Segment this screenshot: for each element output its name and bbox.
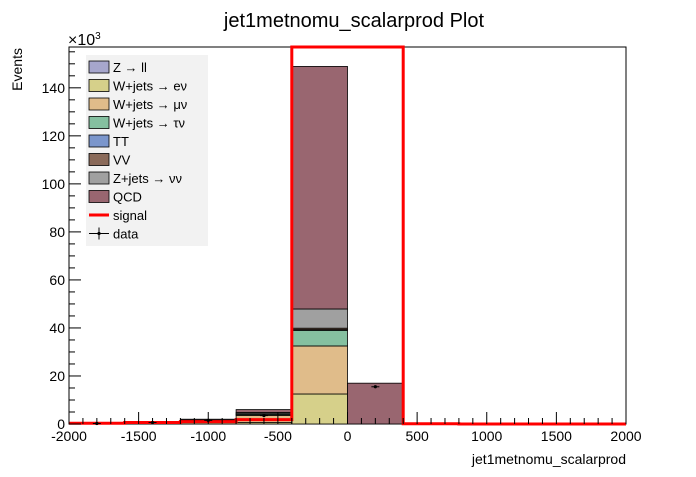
y-tick-label-4: 80: [49, 224, 65, 240]
legend-label-data: data: [113, 227, 139, 242]
x-tick-label-4: 0: [344, 428, 352, 444]
bar-6-4: [291, 308, 348, 329]
data-marker-4: [373, 385, 377, 389]
y-axis-exponent: ×103: [68, 31, 101, 49]
y-tick-label-6: 120: [42, 128, 66, 144]
x-axis-title: jet1metnomu_scalarprod: [471, 451, 626, 467]
legend-label-2: W+jets → μν: [113, 97, 187, 112]
legend-label-5: VV: [113, 153, 131, 168]
y-exponent-power: 3: [95, 31, 101, 42]
x-tick-label-0: -2000: [51, 428, 87, 444]
y-axis-title: Events: [9, 48, 25, 91]
y-exponent-base: ×10: [68, 32, 95, 49]
legend-label-6: Z+jets → νν: [113, 171, 182, 186]
y-tick-label-7: 140: [42, 80, 66, 96]
bar-2-4: [291, 345, 348, 395]
x-tick-label-1: -1500: [121, 428, 157, 444]
bar-7-5: [347, 382, 404, 425]
x-tick-label-2: -1000: [190, 428, 226, 444]
legend-swatch-5: [88, 153, 110, 166]
legend-data-marker: [97, 231, 101, 236]
legend-swatch-7: [88, 190, 110, 203]
legend-swatch-2: [88, 97, 110, 111]
y-tick-label-0: 0: [57, 416, 65, 432]
chart-title: jet1metnomu_scalarprod Plot: [223, 10, 485, 32]
legend-swatch-6: [88, 171, 110, 185]
bar-7-3: [235, 409, 293, 413]
legend-swatch-3: [88, 116, 110, 129]
legend-label-4: TT: [113, 134, 129, 149]
signal-step-line: [69, 45, 626, 426]
legend-label-7: QCD: [113, 190, 142, 205]
bar-3-4: [291, 329, 348, 347]
legend-swatch-4: [88, 134, 110, 148]
signal-line: [69, 45, 626, 426]
y-tick-label-2: 40: [49, 320, 65, 336]
bar-7-4: [291, 66, 348, 310]
legend-label-1: W+jets → eν: [113, 79, 187, 94]
legend-swatch-1: [88, 79, 110, 92]
x-tick-label-7: 1500: [541, 428, 572, 444]
x-tick-label-8: 2000: [610, 428, 641, 444]
legend-label-0: Z → ll: [113, 60, 147, 75]
axes: -2000 -1500 -1000 -500 0 500 1000 1500 2000 0 20 40…: [42, 51, 642, 444]
x-tick-label-6: 1000: [471, 428, 502, 444]
y-tick-label-3: 60: [49, 272, 65, 288]
legend-label-3: W+jets → τν: [113, 116, 185, 131]
legend-swatch-0: [88, 60, 110, 74]
legend-label-signal: signal: [113, 208, 147, 223]
x-tick-label-5: 500: [405, 428, 429, 444]
y-tick-label-5: 100: [42, 176, 66, 192]
legend: Z → ll W+jets → eν W+jets → μν W+jets → τν T…: [86, 55, 208, 246]
x-tick-label-3: -500: [264, 428, 292, 444]
y-tick-label-1: 20: [49, 368, 65, 384]
data-marker-3: [262, 413, 266, 418]
